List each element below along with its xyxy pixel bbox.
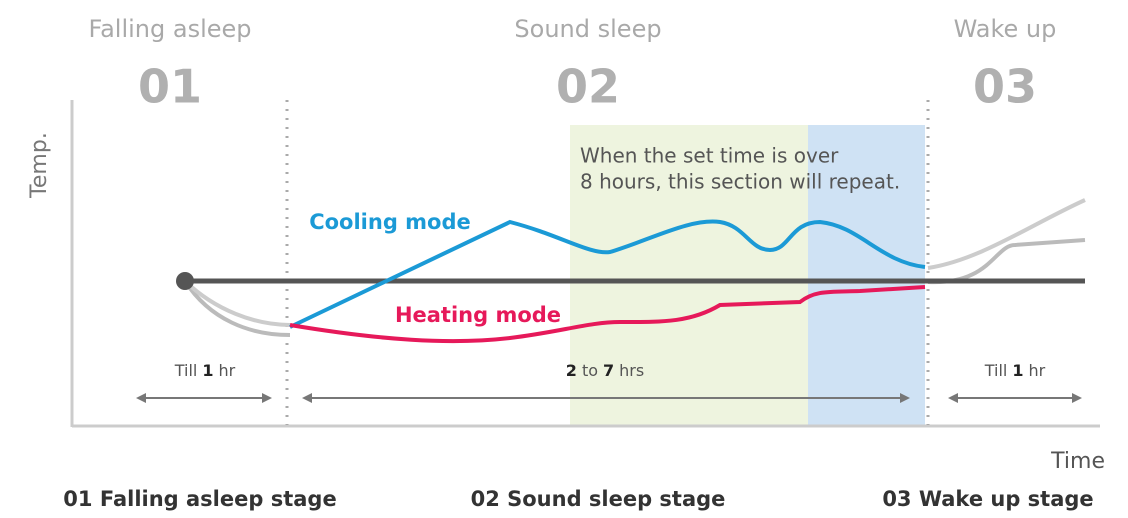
duration-part: 1: [202, 361, 213, 380]
duration-part: Till: [174, 361, 198, 380]
repeat-note: When the set time is over: [580, 144, 839, 168]
gray-curve: [183, 279, 291, 337]
duration-part: to: [582, 361, 598, 380]
stage-name: Falling asleep: [88, 15, 251, 43]
stage-caption: 02 Sound sleep stage: [471, 487, 726, 511]
stage-name: Wake up: [954, 15, 1057, 43]
start-point: [176, 272, 194, 290]
stage-number: 03: [973, 60, 1037, 114]
duration-part: 2: [566, 361, 577, 380]
gray-curve: [927, 198, 1086, 270]
repeat-note: 8 hours, this section will repeat.: [580, 170, 900, 194]
stage-number: 02: [556, 60, 620, 114]
stage-caption: 01 Falling asleep stage: [63, 487, 336, 511]
duration-part: hr: [219, 361, 236, 380]
duration-part: 1: [1012, 361, 1023, 380]
y-axis-label: Temp.: [27, 132, 52, 199]
stage-caption: 03 Wake up stage: [882, 487, 1093, 511]
duration-part: hrs: [619, 361, 644, 380]
stage-number: 01: [138, 60, 202, 114]
cooling-curve: [289, 219, 926, 329]
heating-curve: [289, 285, 926, 344]
repeat-section-green: [570, 125, 808, 425]
stage-name: Sound sleep: [514, 15, 661, 43]
duration-part: Till: [984, 361, 1008, 380]
duration-part: 7: [603, 361, 614, 380]
duration-label: 2 to 7 hrs: [566, 361, 644, 380]
cooling-label: Cooling mode: [309, 210, 471, 234]
gray-curve: [183, 279, 291, 327]
duration-part: hr: [1029, 361, 1046, 380]
duration-label: Till 1 hr: [984, 361, 1046, 380]
duration-arrows: [136, 393, 1082, 403]
duration-label: Till 1 hr: [174, 361, 236, 380]
heating-label: Heating mode: [395, 303, 561, 327]
x-axis-label: Time: [1050, 449, 1105, 474]
repeat-section-blue: [808, 125, 925, 425]
